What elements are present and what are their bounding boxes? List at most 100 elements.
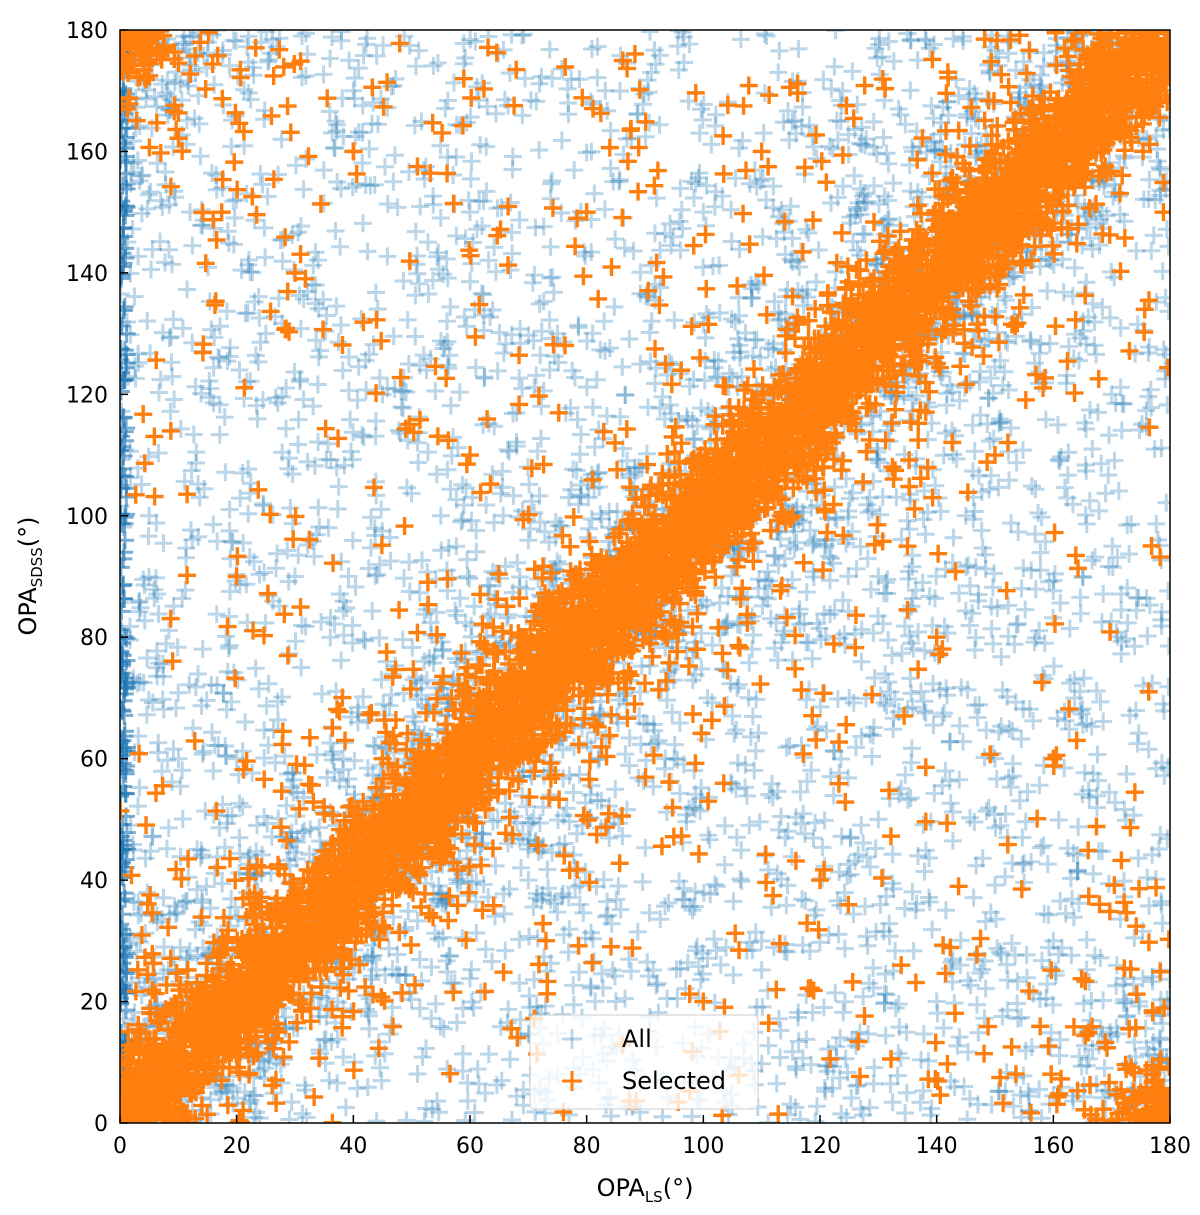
data-point-all xyxy=(530,486,549,505)
data-point-all xyxy=(903,882,922,901)
data-point-all xyxy=(145,580,164,599)
data-point-all xyxy=(852,652,871,671)
data-point-all xyxy=(926,141,945,160)
data-point-all xyxy=(638,398,657,417)
data-point-all xyxy=(722,200,741,219)
data-point-all xyxy=(130,778,149,797)
data-point-all xyxy=(178,280,197,299)
data-point-all xyxy=(858,549,877,568)
data-point-all xyxy=(848,201,867,220)
data-point-all xyxy=(645,721,664,740)
data-point-all xyxy=(210,818,229,837)
data-point-all xyxy=(732,841,751,860)
data-point-all xyxy=(194,742,213,761)
data-point-all xyxy=(483,812,502,831)
data-point-all xyxy=(877,584,896,603)
data-point-all xyxy=(561,399,580,418)
data-point-all xyxy=(187,443,206,462)
data-point-all xyxy=(854,834,873,853)
data-point-all xyxy=(896,1104,915,1123)
data-point-all xyxy=(1032,508,1051,527)
data-point-all xyxy=(266,388,285,407)
data-point-all xyxy=(361,176,380,195)
data-point-all xyxy=(1107,976,1126,995)
data-point-all xyxy=(476,940,495,959)
data-point-all xyxy=(650,115,669,134)
data-point-all xyxy=(904,941,923,960)
data-point-all xyxy=(874,922,893,941)
data-point-all xyxy=(1109,481,1128,500)
data-point-all xyxy=(453,1061,472,1080)
data-point-all xyxy=(544,283,563,302)
data-point-all xyxy=(870,453,889,472)
data-point-all xyxy=(1158,829,1170,848)
data-point-all xyxy=(1088,403,1107,422)
data-point-all xyxy=(183,236,202,255)
data-point-all xyxy=(1058,466,1077,485)
data-point-all xyxy=(475,367,494,386)
data-point-all xyxy=(123,109,142,128)
data-point-all xyxy=(951,956,970,975)
data-point-all xyxy=(885,690,904,709)
data-point-all xyxy=(470,192,489,211)
data-point-all xyxy=(1074,568,1093,587)
data-point-all xyxy=(310,518,329,537)
data-point-all xyxy=(783,112,802,131)
data-point-all xyxy=(582,40,601,59)
data-point-all xyxy=(884,52,903,71)
data-point-all xyxy=(1159,637,1170,656)
data-point-all xyxy=(426,381,445,400)
data-point-all xyxy=(400,553,419,572)
data-point-all xyxy=(740,933,759,952)
data-point-all xyxy=(378,194,397,213)
data-point-all xyxy=(294,290,313,309)
data-point-all xyxy=(552,887,571,906)
data-point-all xyxy=(205,736,224,755)
data-point-all xyxy=(488,199,507,218)
data-point-all xyxy=(424,195,443,214)
data-point-all xyxy=(427,465,446,484)
data-point-all xyxy=(711,955,730,974)
data-point-all xyxy=(971,362,990,381)
data-point-all xyxy=(468,1060,487,1079)
data-point-all xyxy=(645,41,664,60)
data-point-all xyxy=(779,101,798,120)
data-point-all xyxy=(563,361,582,380)
data-point-all xyxy=(706,182,725,201)
data-point-all xyxy=(879,32,898,51)
data-point-all xyxy=(898,790,917,809)
data-point-all xyxy=(914,701,933,720)
data-point-all xyxy=(559,488,578,507)
data-point-all xyxy=(230,828,249,847)
data-point-all xyxy=(619,950,638,969)
data-point-all xyxy=(1087,681,1106,700)
data-point-all xyxy=(883,1093,902,1112)
data-point-all xyxy=(411,197,430,216)
data-point-all xyxy=(491,484,510,503)
data-point-all xyxy=(901,669,920,688)
data-point-all xyxy=(1021,330,1040,349)
data-point-all xyxy=(1091,948,1110,967)
data-point-all xyxy=(945,1078,964,1097)
data-point-all xyxy=(222,532,241,551)
data-point-all xyxy=(224,31,243,50)
data-point-all xyxy=(615,239,634,258)
data-point-all xyxy=(171,938,190,957)
data-point-all xyxy=(990,413,1009,432)
data-point-all xyxy=(583,324,602,343)
data-point-all xyxy=(920,587,939,606)
data-point-all xyxy=(246,1103,265,1122)
data-point-all xyxy=(907,386,926,405)
data-point-all xyxy=(644,961,663,980)
data-point-all xyxy=(963,604,982,623)
data-point-all xyxy=(868,48,887,67)
data-point-all xyxy=(149,733,168,752)
data-point-all xyxy=(724,892,743,911)
data-point-all xyxy=(173,761,192,780)
data-point-all xyxy=(466,358,485,377)
data-point-all xyxy=(148,667,167,686)
data-point-all xyxy=(353,214,372,233)
data-point-all xyxy=(898,511,917,530)
data-point-all xyxy=(244,1086,263,1105)
data-point-all xyxy=(414,346,433,365)
